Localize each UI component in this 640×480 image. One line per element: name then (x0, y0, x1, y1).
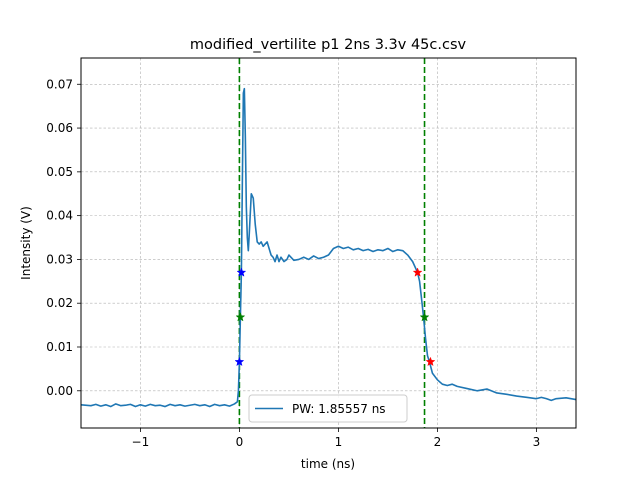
chart-title: modified_vertilite p1 2ns 3.3v 45c.csv (190, 37, 467, 53)
markers-layer (234, 267, 436, 367)
y-tick-label: 0.07 (46, 77, 73, 91)
x-tick-label: −1 (132, 435, 150, 449)
y-axis-label: Intensity (V) (19, 206, 33, 280)
x-tick-label: 2 (434, 435, 442, 449)
series-layer (80, 87, 577, 408)
y-tick-label: 0.05 (46, 165, 73, 179)
x-tick-label: 3 (533, 435, 541, 449)
y-tick-label: 0.00 (46, 384, 73, 398)
legend-box (248, 394, 408, 423)
y-tick-label: 0.03 (46, 252, 73, 266)
legend: PW: 1.85557 ns (248, 394, 408, 423)
x-axis-ticks: −1 0 1 2 3 (132, 428, 541, 449)
y-tick-label: 0.02 (46, 296, 73, 310)
series-line (80, 87, 577, 408)
star-marker (425, 356, 436, 367)
y-axis-ticks: 0.00 0.01 0.02 0.03 0.04 0.05 0.06 0.07 (46, 77, 81, 398)
y-tick-label: 0.06 (46, 121, 73, 135)
y-tick-label: 0.01 (46, 340, 73, 354)
legend-label: PW: 1.85557 ns (292, 402, 386, 416)
x-axis-label: time (ns) (301, 457, 355, 471)
star-marker (235, 312, 246, 322)
star-marker (234, 356, 245, 367)
x-tick-label: 1 (335, 435, 343, 449)
star-marker (412, 267, 423, 277)
grid (81, 58, 576, 428)
plot-frame (80, 57, 577, 429)
star-marker (236, 267, 247, 277)
star-marker (419, 312, 430, 322)
x-tick-label: 0 (236, 435, 244, 449)
y-tick-label: 0.04 (46, 209, 73, 223)
